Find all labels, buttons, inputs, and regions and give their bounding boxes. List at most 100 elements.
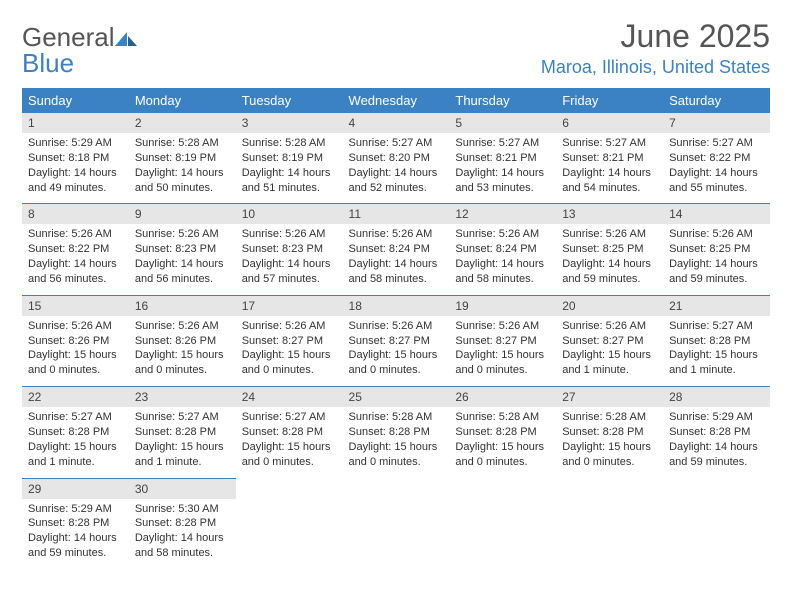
- day-number: 2: [129, 113, 236, 133]
- day-header-row: SundayMondayTuesdayWednesdayThursdayFrid…: [22, 88, 770, 113]
- day-header: Thursday: [449, 88, 556, 113]
- day-number: 20: [556, 295, 663, 316]
- day-cell: Sunrise: 5:29 AMSunset: 8:18 PMDaylight:…: [22, 133, 129, 204]
- day-header: Saturday: [663, 88, 770, 113]
- sunset-text: Sunset: 8:28 PM: [135, 516, 230, 531]
- day-cell: Sunrise: 5:28 AMSunset: 8:19 PMDaylight:…: [129, 133, 236, 204]
- sunrise-text: Sunrise: 5:26 AM: [455, 319, 550, 334]
- sunrise-text: Sunrise: 5:26 AM: [455, 227, 550, 242]
- day-header: Tuesday: [236, 88, 343, 113]
- day-number: 4: [343, 113, 450, 133]
- brand-text: General Blue: [22, 24, 137, 76]
- day-number: 3: [236, 113, 343, 133]
- day2-text: and 0 minutes.: [135, 363, 230, 378]
- day-header: Sunday: [22, 88, 129, 113]
- sunset-text: Sunset: 8:28 PM: [135, 425, 230, 440]
- day-number-row: 891011121314: [22, 204, 770, 225]
- brand-logo: General Blue: [22, 18, 137, 76]
- day-number: 10: [236, 204, 343, 225]
- day-cell: Sunrise: 5:26 AMSunset: 8:27 PMDaylight:…: [343, 316, 450, 387]
- day2-text: and 52 minutes.: [349, 181, 444, 196]
- day-number: 9: [129, 204, 236, 225]
- day-cell: Sunrise: 5:27 AMSunset: 8:28 PMDaylight:…: [22, 407, 129, 478]
- day-number: [449, 478, 556, 499]
- day-cell: Sunrise: 5:26 AMSunset: 8:25 PMDaylight:…: [556, 224, 663, 295]
- day-number: 25: [343, 387, 450, 408]
- day-number: 16: [129, 295, 236, 316]
- day2-text: and 54 minutes.: [562, 181, 657, 196]
- day-cell: Sunrise: 5:27 AMSunset: 8:28 PMDaylight:…: [129, 407, 236, 478]
- sunset-text: Sunset: 8:28 PM: [349, 425, 444, 440]
- day1-text: Daylight: 14 hours: [562, 166, 657, 181]
- day-number: 28: [663, 387, 770, 408]
- day1-text: Daylight: 15 hours: [135, 348, 230, 363]
- sunrise-text: Sunrise: 5:27 AM: [349, 136, 444, 151]
- sunrise-text: Sunrise: 5:27 AM: [28, 410, 123, 425]
- sunset-text: Sunset: 8:23 PM: [135, 242, 230, 257]
- sunset-text: Sunset: 8:24 PM: [349, 242, 444, 257]
- day-cell: Sunrise: 5:29 AMSunset: 8:28 PMDaylight:…: [22, 499, 129, 569]
- day1-text: Daylight: 15 hours: [562, 348, 657, 363]
- day-cell: Sunrise: 5:30 AMSunset: 8:28 PMDaylight:…: [129, 499, 236, 569]
- day-number: 22: [22, 387, 129, 408]
- day1-text: Daylight: 14 hours: [562, 257, 657, 272]
- day2-text: and 56 minutes.: [28, 272, 123, 287]
- day1-text: Daylight: 15 hours: [28, 440, 123, 455]
- day-cell: Sunrise: 5:27 AMSunset: 8:22 PMDaylight:…: [663, 133, 770, 204]
- day1-text: Daylight: 15 hours: [349, 348, 444, 363]
- day1-text: Daylight: 15 hours: [349, 440, 444, 455]
- day2-text: and 0 minutes.: [349, 363, 444, 378]
- day-number: 1: [22, 113, 129, 133]
- day1-text: Daylight: 15 hours: [669, 348, 764, 363]
- sunrise-text: Sunrise: 5:26 AM: [669, 227, 764, 242]
- day-number-row: 22232425262728: [22, 387, 770, 408]
- sunset-text: Sunset: 8:28 PM: [562, 425, 657, 440]
- day-cell: Sunrise: 5:26 AMSunset: 8:27 PMDaylight:…: [449, 316, 556, 387]
- sunset-text: Sunset: 8:28 PM: [242, 425, 337, 440]
- day-number: 24: [236, 387, 343, 408]
- day2-text: and 1 minute.: [562, 363, 657, 378]
- sunrise-text: Sunrise: 5:28 AM: [242, 136, 337, 151]
- header: General Blue June 2025 Maroa, Illinois, …: [22, 18, 770, 78]
- day-cell: Sunrise: 5:26 AMSunset: 8:23 PMDaylight:…: [129, 224, 236, 295]
- sunrise-text: Sunrise: 5:29 AM: [28, 502, 123, 517]
- day-cell: [449, 499, 556, 569]
- day-cell: Sunrise: 5:26 AMSunset: 8:26 PMDaylight:…: [129, 316, 236, 387]
- day-cell: Sunrise: 5:26 AMSunset: 8:25 PMDaylight:…: [663, 224, 770, 295]
- title-block: June 2025 Maroa, Illinois, United States: [541, 18, 770, 78]
- location-text: Maroa, Illinois, United States: [541, 57, 770, 78]
- day2-text: and 0 minutes.: [242, 455, 337, 470]
- day-cell: Sunrise: 5:26 AMSunset: 8:22 PMDaylight:…: [22, 224, 129, 295]
- day1-text: Daylight: 14 hours: [669, 440, 764, 455]
- day1-text: Daylight: 14 hours: [669, 166, 764, 181]
- sunrise-text: Sunrise: 5:26 AM: [562, 227, 657, 242]
- sunrise-text: Sunrise: 5:27 AM: [242, 410, 337, 425]
- day1-text: Daylight: 14 hours: [28, 166, 123, 181]
- sunset-text: Sunset: 8:28 PM: [455, 425, 550, 440]
- sunset-text: Sunset: 8:24 PM: [455, 242, 550, 257]
- day-content-row: Sunrise: 5:29 AMSunset: 8:28 PMDaylight:…: [22, 499, 770, 569]
- day-number: [343, 478, 450, 499]
- day-number: 11: [343, 204, 450, 225]
- day-header: Wednesday: [343, 88, 450, 113]
- sunrise-text: Sunrise: 5:26 AM: [349, 227, 444, 242]
- sunset-text: Sunset: 8:21 PM: [562, 151, 657, 166]
- day2-text: and 0 minutes.: [455, 455, 550, 470]
- day1-text: Daylight: 14 hours: [455, 257, 550, 272]
- day2-text: and 57 minutes.: [242, 272, 337, 287]
- day-number: 29: [22, 478, 129, 499]
- sunrise-text: Sunrise: 5:26 AM: [242, 227, 337, 242]
- sunset-text: Sunset: 8:22 PM: [28, 242, 123, 257]
- sunset-text: Sunset: 8:19 PM: [242, 151, 337, 166]
- day1-text: Daylight: 15 hours: [135, 440, 230, 455]
- day1-text: Daylight: 14 hours: [349, 166, 444, 181]
- day2-text: and 0 minutes.: [242, 363, 337, 378]
- day-cell: [663, 499, 770, 569]
- sunset-text: Sunset: 8:26 PM: [28, 334, 123, 349]
- day-number: 8: [22, 204, 129, 225]
- sunrise-text: Sunrise: 5:26 AM: [349, 319, 444, 334]
- brand-part2: Blue: [22, 48, 74, 78]
- day1-text: Daylight: 14 hours: [242, 257, 337, 272]
- day-cell: Sunrise: 5:28 AMSunset: 8:28 PMDaylight:…: [449, 407, 556, 478]
- day-number: 7: [663, 113, 770, 133]
